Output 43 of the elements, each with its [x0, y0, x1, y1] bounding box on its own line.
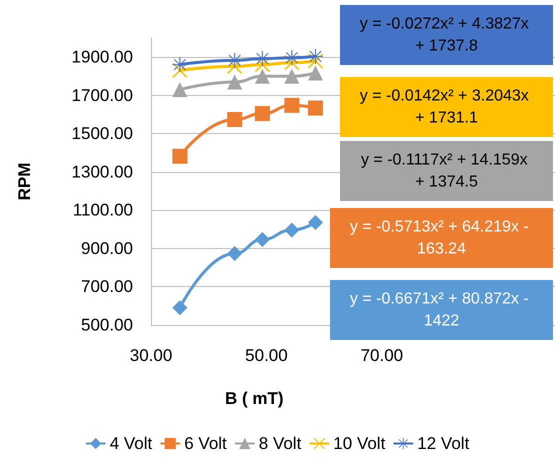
point — [172, 300, 188, 316]
point — [254, 106, 270, 122]
x-tick-label: 50.00 — [245, 346, 288, 365]
point — [308, 48, 323, 64]
point — [227, 74, 242, 90]
annotation: y = -0.5713x² + 64.219x - 163.24 — [350, 218, 534, 258]
point — [172, 148, 188, 164]
point — [254, 51, 270, 66]
y-axis-title: RPM — [15, 162, 34, 200]
legend-label: 10 Volt — [333, 434, 386, 453]
y-tick-label: 900.00 — [81, 238, 133, 258]
point — [308, 66, 323, 81]
point — [254, 68, 270, 84]
annotation: y = -0.0142x² + 3.2043x + 1731.1 — [360, 88, 534, 126]
point — [308, 214, 323, 230]
point — [172, 82, 188, 98]
x-axis-title: B ( mT) — [225, 389, 284, 408]
point — [284, 222, 300, 238]
point — [227, 112, 242, 128]
y-tick-label: 500.00 — [81, 316, 133, 334]
point — [284, 50, 300, 66]
point — [254, 232, 270, 247]
y-tick-label: 1500.00 — [72, 124, 133, 144]
legend-label: 6 Volt — [184, 434, 228, 453]
point — [308, 100, 323, 116]
point — [172, 57, 188, 72]
y-tick-label: 700.00 — [81, 277, 133, 296]
annotation: y = -0.0272x² + 4.3827x + 1737.8 — [360, 16, 534, 54]
y-tick-label: 1900.00 — [72, 48, 133, 67]
point — [284, 98, 300, 113]
y-tick-label: 1100.00 — [72, 200, 133, 220]
point — [227, 52, 242, 68]
annotation: y = -0.6671x² + 80.872x - 1422 — [350, 290, 534, 330]
x-tick-label: 30.00 — [130, 346, 172, 365]
point — [284, 68, 300, 84]
legend-label: 8 Volt — [258, 434, 302, 453]
x-tick-label: 70.00 — [360, 346, 404, 365]
point — [227, 246, 242, 261]
y-tick-label: 1700.00 — [72, 86, 133, 105]
legend-label: 12 Volt — [417, 434, 470, 453]
legend-label: 4 Volt — [110, 434, 153, 453]
y-tick-label: 1300.00 — [72, 162, 133, 182]
annotation: y = -0.1117x² + 14.159x + 1374.5 — [360, 152, 532, 190]
